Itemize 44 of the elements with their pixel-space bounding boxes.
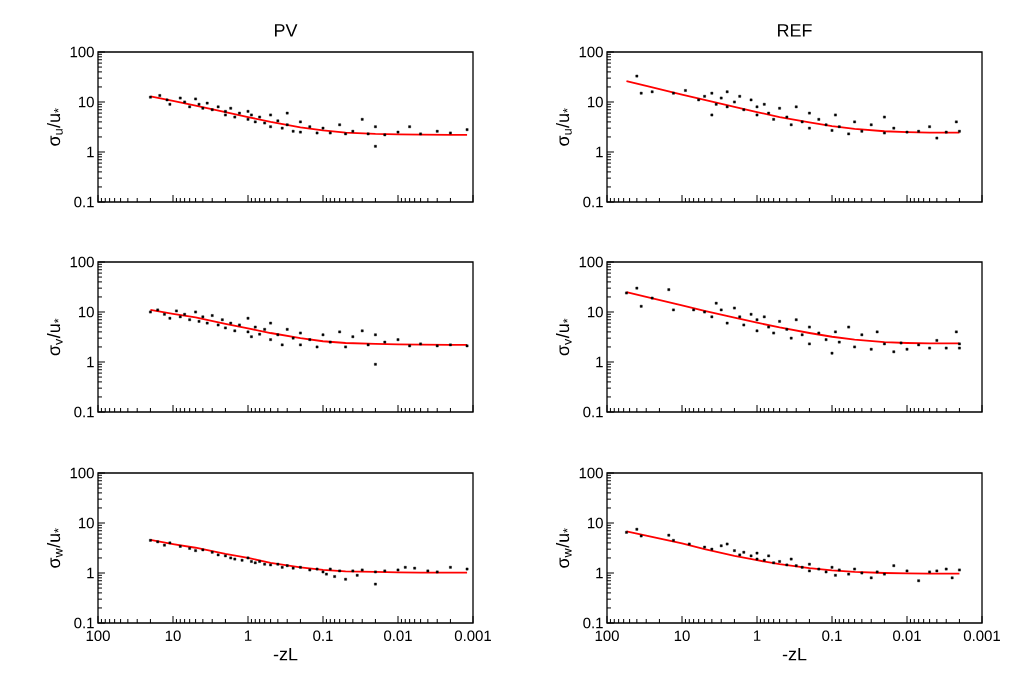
x-tick-label: 1: [753, 630, 761, 641]
y-tick-label: 10: [79, 96, 94, 108]
x-axis-title: -zL: [273, 647, 298, 661]
y-tick-label: 0.1: [74, 617, 94, 629]
y-tick-label: 10: [79, 306, 94, 318]
x-tick-label: 0.001: [454, 630, 491, 642]
y-tick-label: 100: [70, 256, 94, 268]
y-tick-label: 100: [579, 467, 603, 479]
y-tick-label: 100: [579, 46, 603, 58]
y-tick-label: 100: [70, 46, 94, 58]
y-axis-title: σ$_{w}$/u$_{*}$: [47, 528, 63, 568]
y-tick-label: 0.1: [583, 406, 603, 418]
y-tick-label: 1: [87, 146, 94, 158]
chart-title: PV: [275, 24, 298, 37]
x-tick-label: 0.01: [384, 630, 412, 642]
x-tick-label: 1: [244, 630, 252, 641]
y-tick-label: 1: [596, 356, 603, 368]
y-tick-label: 0.1: [583, 617, 603, 629]
y-tick-label: 1: [596, 146, 603, 158]
y-axis-title: σ$_{u}$/u$_{*}$: [47, 108, 63, 146]
x-tick-label: 0.1: [822, 630, 842, 642]
x-tick-label: 0.1: [313, 630, 333, 642]
chart-title: REF: [778, 24, 812, 37]
x-tick-label: 0.001: [963, 630, 1000, 642]
y-tick-label: 10: [588, 96, 603, 108]
x-axis-title: -zL: [782, 647, 807, 661]
y-axis-title: σ$_{u}$/u$_{*}$: [556, 108, 572, 146]
y-tick-label: 1: [87, 356, 94, 368]
y-tick-label: 1: [596, 567, 603, 579]
y-tick-label: 100: [70, 467, 94, 479]
y-tick-label: 0.1: [74, 406, 94, 418]
y-tick-label: 1: [87, 567, 94, 579]
y-axis-title: σ$_{v}$/u$_{*}$: [47, 318, 63, 356]
y-tick-label: 10: [588, 306, 603, 318]
y-tick-label: 0.1: [583, 196, 603, 208]
y-tick-label: 10: [588, 517, 603, 529]
x-tick-label: 10: [165, 630, 181, 642]
y-tick-label: 100: [579, 256, 603, 268]
y-tick-label: 10: [79, 517, 94, 529]
y-axis-title: σ$_{w}$/u$_{*}$: [556, 528, 572, 568]
y-axis-title: σ$_{v}$/u$_{*}$: [556, 318, 572, 356]
y-tick-label: 0.1: [74, 196, 94, 208]
x-tick-label: 0.01: [893, 630, 921, 642]
x-tick-label: 10: [674, 630, 690, 642]
